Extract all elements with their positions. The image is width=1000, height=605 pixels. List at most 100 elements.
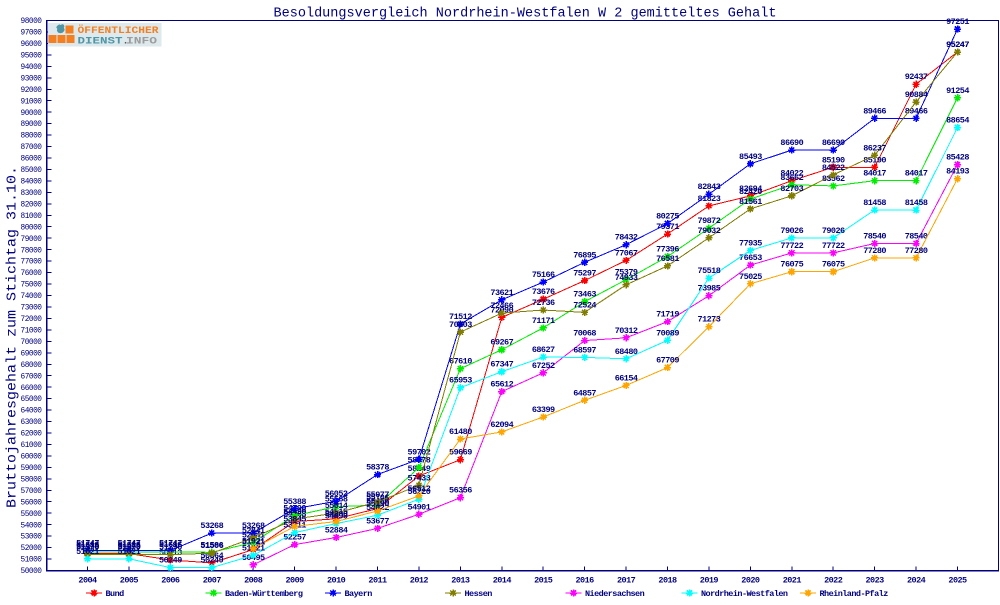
svg-text:71512: 71512 xyxy=(449,312,472,322)
svg-text:61480: 61480 xyxy=(449,427,472,437)
svg-text:85428: 85428 xyxy=(946,153,969,163)
svg-text:83662: 83662 xyxy=(780,173,803,183)
svg-text:77280: 77280 xyxy=(905,246,928,256)
svg-text:84522: 84522 xyxy=(822,163,845,173)
svg-text:2024: 2024 xyxy=(907,576,926,586)
svg-text:51616: 51616 xyxy=(118,540,141,550)
svg-text:86690: 86690 xyxy=(780,138,803,148)
svg-text:89466: 89466 xyxy=(905,106,928,116)
svg-text:51475: 51475 xyxy=(118,542,141,552)
svg-text:59669: 59669 xyxy=(449,448,472,458)
svg-text:89000: 89000 xyxy=(21,121,43,129)
svg-text:93000: 93000 xyxy=(21,75,43,83)
svg-text:63399: 63399 xyxy=(532,405,555,415)
svg-text:68000: 68000 xyxy=(21,362,43,370)
svg-text:79032: 79032 xyxy=(698,226,721,236)
svg-text:90000: 90000 xyxy=(21,110,43,118)
svg-text:2004: 2004 xyxy=(78,576,97,586)
svg-text:69000: 69000 xyxy=(21,350,43,358)
svg-text:77000: 77000 xyxy=(21,259,43,267)
svg-text:72466: 72466 xyxy=(490,301,513,311)
svg-text:92437: 92437 xyxy=(905,72,928,82)
svg-text:84022: 84022 xyxy=(780,169,803,179)
svg-text:73621: 73621 xyxy=(490,288,513,298)
svg-text:82420: 82420 xyxy=(739,187,762,197)
svg-text:77935: 77935 xyxy=(739,238,762,248)
svg-text:69267: 69267 xyxy=(490,338,513,348)
svg-text:77396: 77396 xyxy=(656,245,679,255)
svg-text:2023: 2023 xyxy=(865,576,884,586)
svg-text:51586: 51586 xyxy=(200,540,223,550)
svg-text:2022: 2022 xyxy=(824,576,843,586)
svg-text:74000: 74000 xyxy=(21,293,43,301)
svg-text:76581: 76581 xyxy=(656,254,679,264)
svg-text:62094: 62094 xyxy=(490,420,513,430)
svg-text:72000: 72000 xyxy=(21,316,43,324)
svg-text:95000: 95000 xyxy=(21,53,43,61)
svg-text:54280: 54280 xyxy=(325,510,348,520)
svg-text:70312: 70312 xyxy=(615,326,638,336)
svg-text:78432: 78432 xyxy=(615,233,638,243)
svg-text:77280: 77280 xyxy=(863,246,886,256)
svg-text:77067: 77067 xyxy=(615,248,638,258)
svg-text:78000: 78000 xyxy=(21,247,43,255)
svg-text:55000: 55000 xyxy=(21,511,43,519)
svg-text:85493: 85493 xyxy=(739,152,762,162)
svg-text:DIENST: DIENST xyxy=(78,37,123,48)
svg-text:64000: 64000 xyxy=(21,408,43,416)
svg-text:67000: 67000 xyxy=(21,373,43,381)
svg-text:77722: 77722 xyxy=(780,241,803,251)
svg-text:65953: 65953 xyxy=(449,376,472,386)
svg-text:52000: 52000 xyxy=(21,545,43,553)
svg-text:50000: 50000 xyxy=(21,568,43,576)
svg-text:51390: 51390 xyxy=(76,543,99,553)
svg-text:73676: 73676 xyxy=(532,287,555,297)
svg-text:58378: 58378 xyxy=(366,463,389,473)
svg-text:75000: 75000 xyxy=(21,282,43,290)
svg-text:55388: 55388 xyxy=(283,497,306,507)
svg-text:82000: 82000 xyxy=(21,201,43,209)
svg-text:67252: 67252 xyxy=(532,361,555,371)
svg-text:79872: 79872 xyxy=(698,216,721,226)
svg-text:89466: 89466 xyxy=(863,106,886,116)
svg-text:84193: 84193 xyxy=(946,167,969,177)
svg-text:58000: 58000 xyxy=(21,476,43,484)
svg-text:73463: 73463 xyxy=(573,290,596,300)
svg-text:65000: 65000 xyxy=(21,396,43,404)
svg-text:2019: 2019 xyxy=(700,576,719,586)
svg-text:51021: 51021 xyxy=(118,547,141,557)
svg-text:71171: 71171 xyxy=(532,316,555,326)
svg-text:61000: 61000 xyxy=(21,442,43,450)
svg-text:2005: 2005 xyxy=(120,576,139,586)
svg-text:2025: 2025 xyxy=(948,576,967,586)
svg-text:84017: 84017 xyxy=(863,169,886,179)
svg-text:96000: 96000 xyxy=(21,41,43,49)
svg-text:65612: 65612 xyxy=(490,380,513,390)
svg-text:55014: 55014 xyxy=(325,501,348,511)
svg-text:97251: 97251 xyxy=(946,17,969,27)
svg-text:84017: 84017 xyxy=(905,169,928,179)
svg-text:77722: 77722 xyxy=(822,241,845,251)
svg-text:86000: 86000 xyxy=(21,156,43,164)
svg-text:76895: 76895 xyxy=(573,250,596,260)
svg-text:2008: 2008 xyxy=(244,576,263,586)
svg-text:70000: 70000 xyxy=(21,339,43,347)
svg-text:75518: 75518 xyxy=(698,266,721,276)
svg-text:51747: 51747 xyxy=(118,539,141,549)
svg-text:51616: 51616 xyxy=(159,540,182,550)
svg-text:2018: 2018 xyxy=(658,576,677,586)
svg-text:66154: 66154 xyxy=(615,373,638,383)
svg-text:52841: 52841 xyxy=(242,526,265,536)
svg-text:55706: 55706 xyxy=(366,493,389,503)
svg-text:81458: 81458 xyxy=(905,198,928,208)
svg-text:62000: 62000 xyxy=(21,431,43,439)
svg-text:57000: 57000 xyxy=(21,488,43,496)
svg-text:Besoldungsvergleich Nordrhein-: Besoldungsvergleich Nordrhein-Westfalen … xyxy=(274,7,777,22)
svg-text:94000: 94000 xyxy=(21,64,43,72)
svg-text:54090: 54090 xyxy=(325,512,348,522)
svg-text:90884: 90884 xyxy=(905,90,928,100)
svg-text:79026: 79026 xyxy=(822,226,845,236)
svg-text:80000: 80000 xyxy=(21,224,43,232)
svg-text:57433: 57433 xyxy=(408,473,431,483)
svg-text:83562: 83562 xyxy=(822,174,845,184)
